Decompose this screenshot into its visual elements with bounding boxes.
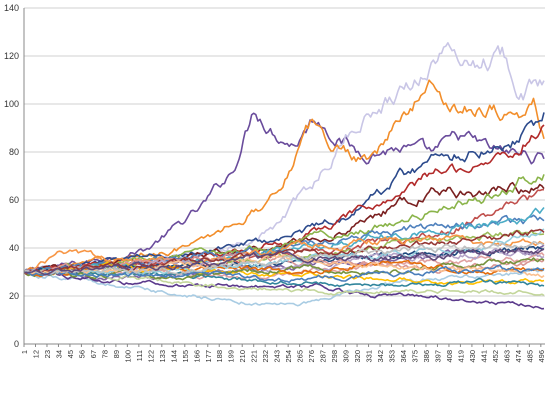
x-tick-label: 276 xyxy=(307,350,316,363)
series-line-3 xyxy=(23,79,545,273)
x-tick-label: 287 xyxy=(319,350,328,363)
x-tick-label: 408 xyxy=(445,350,454,363)
series-line-27 xyxy=(23,254,545,279)
x-tick-label: 111 xyxy=(135,350,144,361)
gridlines xyxy=(24,7,545,345)
x-tick-label: 441 xyxy=(479,350,488,363)
x-tick-label: 166 xyxy=(192,350,201,363)
y-tick-label: 40 xyxy=(9,243,19,253)
y-tick-label: 20 xyxy=(9,291,19,301)
x-tick-label: 122 xyxy=(146,350,155,363)
x-tick-label: 221 xyxy=(250,350,259,363)
x-tick-label: 144 xyxy=(169,350,178,363)
y-tick-label: 0 xyxy=(14,339,19,349)
x-tick-label: 364 xyxy=(399,350,408,363)
series-line-19 xyxy=(23,261,545,286)
x-tick-label: 243 xyxy=(273,350,282,363)
x-tick-label: 496 xyxy=(537,350,546,363)
x-tick-label: 474 xyxy=(514,350,523,363)
x-tick-label: 100 xyxy=(123,350,132,363)
x-tick-label: 298 xyxy=(330,350,339,363)
series-line-17 xyxy=(23,268,545,310)
x-tick-label: 23 xyxy=(43,350,52,358)
series-line-4 xyxy=(23,112,545,275)
x-tick-label: 463 xyxy=(502,350,511,363)
series-line-16 xyxy=(23,267,545,307)
series-line-30 xyxy=(23,247,545,276)
x-tick-label: 386 xyxy=(422,350,431,363)
x-tick-label: 485 xyxy=(525,350,534,363)
x-tick-label: 177 xyxy=(204,350,213,363)
series-line-18 xyxy=(23,269,545,297)
x-tick-label: 232 xyxy=(261,350,270,363)
series-line-28 xyxy=(23,264,545,284)
x-tick-label: 78 xyxy=(100,350,109,358)
x-tick-label: 67 xyxy=(89,350,98,358)
x-tick-label: 309 xyxy=(342,350,351,363)
x-tick-label: 430 xyxy=(468,350,477,363)
x-tick-label: 375 xyxy=(410,350,419,363)
x-tick-label: 452 xyxy=(491,350,500,363)
series-line-26 xyxy=(23,228,545,275)
y-tick-label: 80 xyxy=(9,147,19,157)
x-tick-label: 89 xyxy=(112,350,121,358)
series-line-29 xyxy=(23,240,545,276)
x-tick-label: 12 xyxy=(31,350,40,358)
x-tick-label: 34 xyxy=(54,350,63,358)
x-tick-label: 133 xyxy=(158,350,167,363)
x-tick-label: 45 xyxy=(66,350,75,358)
x-tick-label: 331 xyxy=(365,350,374,363)
x-tick-label: 188 xyxy=(215,350,224,363)
x-tick-label: 419 xyxy=(456,350,465,363)
series-lines xyxy=(23,41,545,310)
x-tick-label: 353 xyxy=(388,350,397,363)
x-tick-label: 1 xyxy=(20,350,29,354)
x-tick-label: 199 xyxy=(227,350,236,363)
x-tick-label: 265 xyxy=(296,350,305,363)
x-tick-label: 155 xyxy=(181,350,190,363)
y-tick-label: 60 xyxy=(9,195,19,205)
x-tick-label: 56 xyxy=(77,350,86,358)
x-tick-label: 320 xyxy=(353,350,362,363)
y-tick-label: 140 xyxy=(4,3,19,13)
x-tick-label: 254 xyxy=(284,350,293,363)
x-tick-label: 397 xyxy=(433,350,442,363)
y-tick-label: 100 xyxy=(4,99,19,109)
x-tick-label: 210 xyxy=(238,350,247,363)
y-tick-label: 120 xyxy=(4,51,19,61)
x-tick-label: 342 xyxy=(376,350,385,363)
